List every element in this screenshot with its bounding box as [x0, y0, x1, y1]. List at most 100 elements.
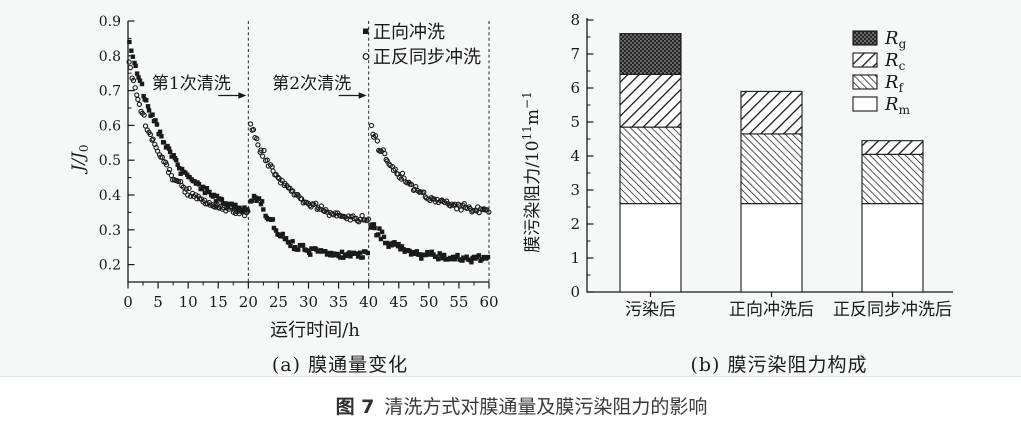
y-tick-label: 0.3 [99, 223, 121, 239]
x-axis-title: 运行时间/h [270, 320, 360, 341]
square-data-point [141, 93, 146, 99]
bar-segment-Rm [619, 203, 682, 293]
square-data-point [134, 71, 140, 76]
square-data-point [187, 175, 192, 180]
square-data-point [192, 179, 197, 184]
square-data-point [423, 252, 429, 258]
square-data-point [270, 217, 276, 222]
square-data-point [326, 250, 331, 256]
square-data-point [455, 252, 460, 258]
square-data-point [419, 256, 424, 261]
x-tick-label: 45 [389, 293, 408, 311]
figure-canvas: 0.20.30.40.50.60.70.80.90 5 10 15 20 25 30 35 40… [69, 11, 953, 341]
circle-data-point [150, 136, 156, 142]
square-data-point [347, 250, 352, 255]
square-data-point [376, 232, 381, 237]
square-data-point [401, 247, 406, 252]
circle-data-point [232, 207, 238, 214]
circle-data-point [245, 208, 251, 214]
figure-panel: 0.2 0.3 0.4 0.5 0.6 0.7 0.8 0.9 0 5 10 15 20 25 30 35 40… [0, 11, 1021, 377]
x-tick-label: 35 [329, 293, 348, 311]
square-data-point [253, 195, 258, 200]
square-data-point [286, 240, 292, 245]
circle-data-point [163, 162, 170, 168]
square-data-point [355, 254, 361, 259]
circle-data-point [313, 200, 319, 206]
square-data-point [280, 231, 286, 237]
bar-segment-Rf [619, 126, 682, 205]
circle-data-point [258, 147, 264, 153]
circle-data-point [452, 201, 458, 207]
square-data-point [296, 247, 301, 252]
y-tick-label: 4 [570, 147, 580, 165]
square-data-point [207, 189, 212, 195]
square-data-point [399, 244, 405, 249]
circle-data-point [186, 185, 192, 192]
circle-data-point [126, 59, 132, 65]
square-data-point [358, 250, 363, 255]
legend-circle-marker [362, 53, 370, 60]
series-points-sync-flush [126, 59, 492, 225]
square-data-point [396, 241, 401, 247]
legend-label-forward-flush: 正向冲洗 [373, 22, 445, 43]
x-tick-label: 25 [269, 293, 288, 311]
circle-data-point [130, 77, 137, 84]
circle-data-point [279, 177, 285, 184]
circle-data-point [247, 121, 254, 127]
square-data-point [156, 131, 161, 137]
y-tick-label: 0.5 [99, 153, 121, 169]
annotation-arrowhead [238, 92, 247, 99]
y-tick-label: 8 [570, 11, 580, 29]
square-data-point [439, 252, 444, 258]
legend-swatch-Rc [852, 52, 878, 68]
square-data-point [283, 236, 289, 241]
square-data-point [368, 225, 373, 230]
square-data-point [219, 197, 225, 202]
flux-chart: 0.2 0.3 0.4 0.5 0.6 0.7 0.8 0.9 0 5 10 15 20 25 30 35 40… [69, 14, 499, 341]
x-tick-label: 10 [179, 293, 198, 311]
legend-swatch-Rm [852, 96, 878, 112]
square-data-point [279, 234, 284, 239]
square-data-point [139, 81, 145, 87]
square-data-point [144, 98, 149, 103]
y-tick-label: 0.6 [99, 118, 121, 134]
series-points-forward-flush [127, 39, 491, 265]
circle-data-point [168, 172, 175, 179]
circle-data-point [275, 174, 281, 181]
y-tick-label: 5 [570, 113, 580, 131]
square-data-point [381, 234, 387, 240]
legend-label-Rg: Rg [884, 28, 907, 51]
x-axis-ticks: 0 5 10 15 20 25 30 35 40 45 50 55 60 [123, 282, 499, 311]
square-data-point [165, 143, 170, 149]
square-data-point [211, 192, 217, 198]
circle-data-point [372, 133, 379, 139]
square-data-point [429, 249, 435, 255]
square-data-point [229, 201, 235, 207]
y-tick-label: 2 [570, 215, 580, 233]
square-data-point [323, 248, 328, 254]
circle-data-point [147, 131, 153, 138]
square-data-point [259, 199, 265, 204]
bar-segment-Rm [861, 203, 924, 293]
square-data-point [174, 157, 179, 163]
x-tick-label: 50 [419, 293, 438, 311]
square-data-point [132, 60, 137, 66]
circle-data-point [166, 166, 173, 173]
square-data-point [434, 254, 439, 259]
x-tick-label: 0 [123, 293, 133, 311]
figure-caption: 图 7 清洗方式对膜通量及膜污染阻力的影响 [22, 392, 1021, 419]
y-tick-label: 1 [570, 249, 580, 267]
circle-data-point [318, 203, 325, 209]
y-tick-label: 6 [570, 79, 580, 97]
square-data-point [178, 171, 183, 176]
square-data-point [460, 258, 465, 263]
square-data-point [214, 193, 220, 199]
category-label: 污染后 [625, 300, 676, 320]
square-data-point [469, 260, 474, 265]
square-data-point [145, 104, 151, 109]
annotation-text: 第2次清洗 [272, 74, 351, 94]
circle-data-point [458, 207, 464, 213]
circle-data-point [165, 169, 172, 176]
